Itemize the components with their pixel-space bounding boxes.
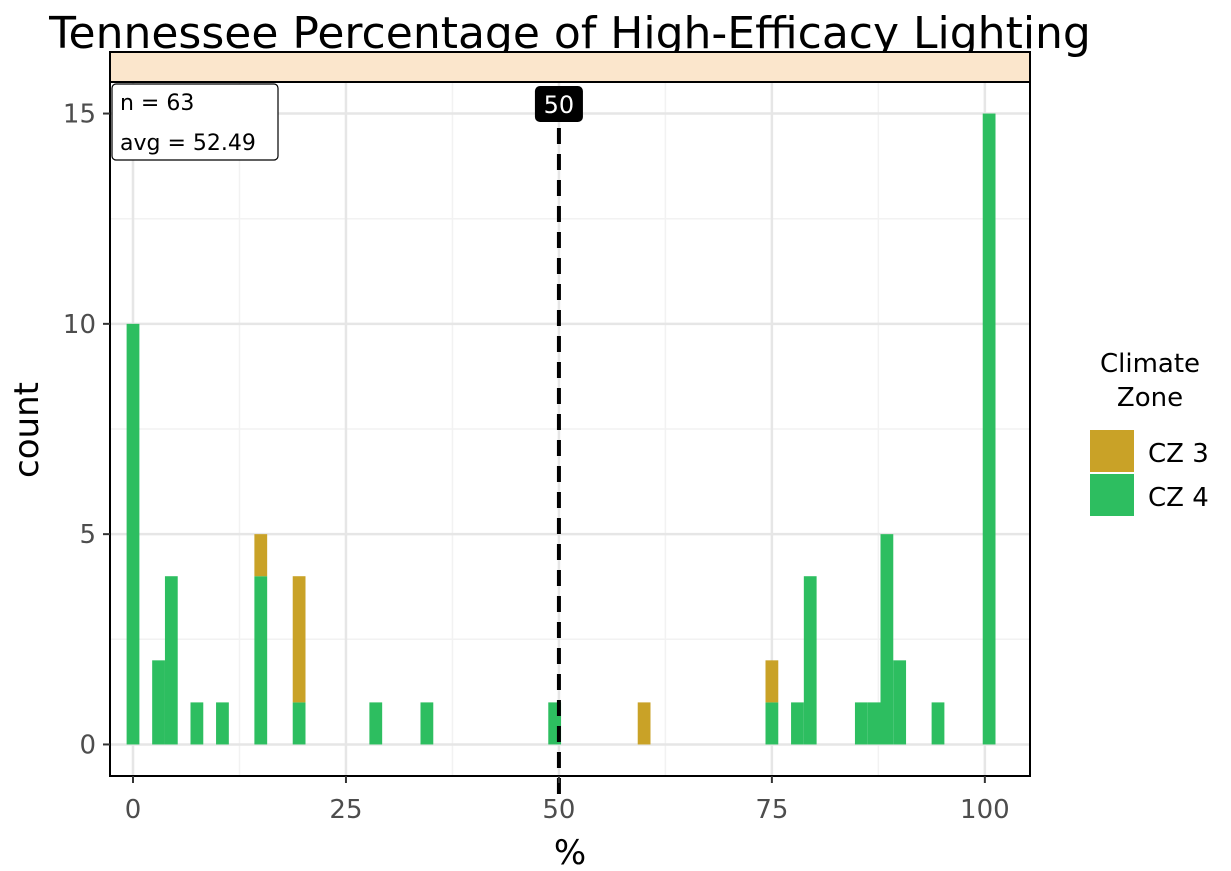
axis-layer: 0 25 50 75 100 0 5 10 15	[63, 100, 1010, 825]
legend-label-cz4: CZ 4	[1148, 483, 1209, 513]
legend-key-cz4	[1090, 474, 1134, 516]
bar-cz-4	[893, 660, 907, 745]
y-tick-label: 10	[63, 310, 96, 340]
chart-title: Tennessee Percentage of High-Efficacy Li…	[48, 8, 1091, 59]
bars-layer	[126, 113, 996, 745]
bar-cz-4	[369, 702, 383, 745]
bar-cz-4	[791, 702, 804, 745]
plot-panel-border	[109, 81, 1031, 777]
reference-label: 50	[544, 91, 575, 119]
facet-strip	[109, 51, 1031, 83]
legend: Climate Zone CZ 3 CZ 4	[1090, 349, 1209, 516]
bar-cz-3	[292, 576, 306, 703]
bar-cz-3	[637, 702, 651, 745]
legend-title-line-1: Climate	[1100, 349, 1200, 379]
annotation-box: n = 63 avg = 52.49	[111, 83, 279, 161]
bar-cz-3	[254, 534, 268, 577]
x-tick-label: 25	[329, 795, 362, 825]
y-tick-label: 0	[79, 730, 96, 760]
legend-label-cz3: CZ 3	[1148, 439, 1209, 469]
bar-cz-4	[420, 702, 434, 745]
bar-cz-4	[931, 702, 945, 745]
bar-cz-4	[126, 323, 140, 745]
bar-cz-4	[164, 576, 178, 745]
bar-cz-4	[254, 576, 268, 745]
bar-cz-4	[190, 702, 204, 745]
legend-title-line-2: Zone	[1117, 383, 1183, 413]
annotation-avg: avg = 52.49	[120, 131, 256, 156]
bar-cz-4	[982, 113, 996, 745]
reference-label-box	[534, 86, 583, 122]
x-tick-label: 0	[125, 795, 142, 825]
annotation-frame	[111, 83, 279, 161]
reference-layer: 50	[534, 86, 583, 796]
bar-cz-4	[765, 702, 779, 745]
bar-cz-4	[867, 702, 881, 745]
bar-cz-4	[152, 660, 165, 745]
bar-cz-4	[216, 702, 229, 745]
x-axis-title: %	[554, 833, 586, 871]
y-axis-title: count	[7, 382, 47, 478]
y-tick-label: 5	[79, 520, 96, 550]
y-tick-label: 15	[63, 100, 96, 130]
bar-cz-4	[803, 576, 817, 745]
bar-cz-4	[292, 702, 306, 745]
x-tick-label: 100	[960, 795, 1010, 825]
x-tick-label: 75	[755, 795, 788, 825]
legend-key-cz3	[1090, 430, 1134, 472]
x-tick-label: 50	[542, 795, 575, 825]
bar-cz-4	[880, 534, 894, 745]
annotation-n: n = 63	[120, 91, 194, 116]
bar-cz-4	[854, 702, 868, 745]
bar-cz-3	[765, 660, 779, 703]
